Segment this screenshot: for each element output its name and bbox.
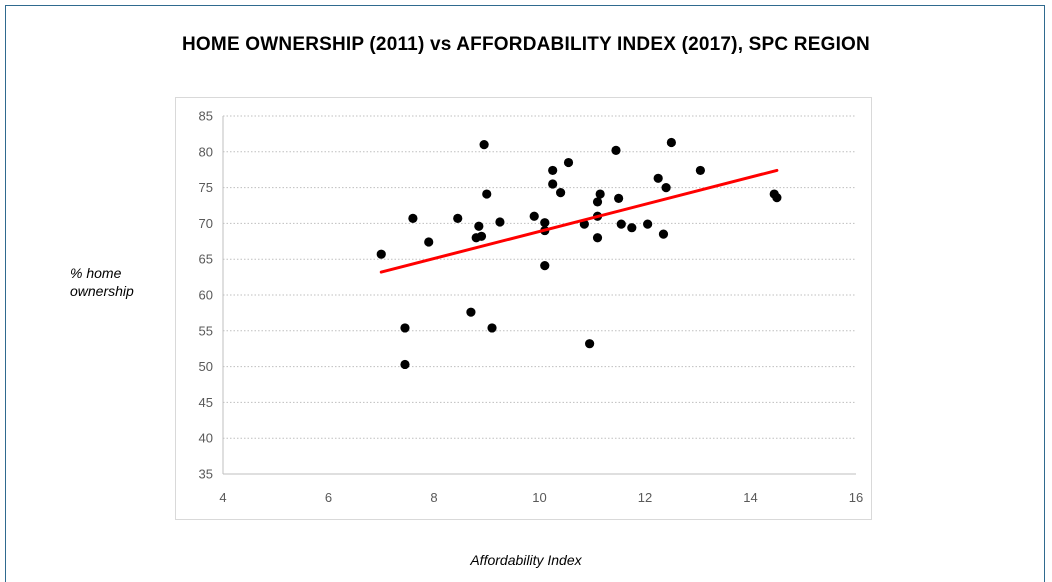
data-point bbox=[540, 261, 550, 271]
data-point bbox=[556, 188, 566, 198]
trendline bbox=[379, 168, 779, 274]
x-tick-label: 6 bbox=[325, 490, 332, 505]
chart-title: HOME OWNERSHIP (2011) vs AFFORDABILITY I… bbox=[182, 34, 870, 55]
data-point bbox=[653, 173, 663, 183]
data-point bbox=[643, 219, 653, 229]
data-point bbox=[658, 229, 669, 239]
data-point bbox=[376, 249, 386, 259]
y-tick-label: 40 bbox=[199, 431, 213, 446]
data-points bbox=[376, 137, 782, 370]
data-point bbox=[529, 211, 539, 221]
y-axis-label: % home ownership bbox=[70, 265, 134, 299]
x-tick-label: 16 bbox=[849, 490, 863, 505]
data-point bbox=[479, 140, 489, 150]
y-tick-label: 65 bbox=[199, 252, 213, 267]
data-point bbox=[453, 213, 463, 223]
data-point bbox=[482, 189, 492, 199]
data-point bbox=[548, 179, 558, 189]
data-point bbox=[424, 237, 434, 247]
y-tick-label: 60 bbox=[199, 288, 213, 303]
y-tick-label: 35 bbox=[199, 467, 213, 482]
x-tick-label: 12 bbox=[638, 490, 652, 505]
data-point bbox=[661, 183, 671, 193]
x-tick-label: 10 bbox=[532, 490, 546, 505]
plot-area-border bbox=[175, 97, 872, 520]
y-tick-labels: 35 40 45 50 55 60 65 70 75 80 85 bbox=[199, 109, 213, 482]
data-point bbox=[627, 223, 637, 233]
x-tick-label: 8 bbox=[430, 490, 437, 505]
y-tick-label: 45 bbox=[199, 395, 213, 410]
data-point bbox=[408, 213, 418, 223]
data-point bbox=[772, 193, 782, 203]
trendline-group bbox=[379, 168, 779, 274]
x-tick-label: 14 bbox=[743, 490, 757, 505]
data-point bbox=[616, 219, 626, 229]
data-point bbox=[695, 165, 705, 176]
data-point bbox=[540, 218, 550, 228]
x-axis-label: Affordability Index bbox=[470, 552, 582, 568]
x-tick-labels: 4 6 8 10 12 14 16 bbox=[219, 490, 863, 505]
data-point bbox=[595, 189, 605, 199]
x-tick-label: 4 bbox=[219, 490, 226, 505]
data-point bbox=[476, 231, 487, 241]
chart-frame bbox=[5, 5, 1045, 582]
data-point bbox=[592, 233, 603, 243]
data-point bbox=[466, 307, 476, 317]
data-point bbox=[611, 145, 621, 155]
data-point bbox=[400, 359, 410, 370]
data-point bbox=[487, 323, 497, 333]
data-point bbox=[563, 157, 574, 168]
y-tick-label: 75 bbox=[199, 180, 213, 195]
y-tick-label: 50 bbox=[199, 359, 213, 374]
data-point bbox=[614, 193, 624, 203]
data-point bbox=[548, 165, 558, 176]
y-tick-label: 85 bbox=[199, 109, 213, 124]
axes bbox=[222, 116, 856, 475]
y-tick-label: 80 bbox=[199, 144, 213, 159]
y-tick-label: 70 bbox=[199, 216, 213, 231]
data-point bbox=[592, 197, 603, 207]
data-point bbox=[400, 323, 410, 333]
data-point bbox=[474, 221, 484, 231]
data-point bbox=[666, 137, 676, 148]
data-point bbox=[585, 339, 595, 349]
y-tick-label: 55 bbox=[199, 323, 213, 338]
gridlines bbox=[223, 115, 856, 439]
data-point bbox=[495, 217, 505, 227]
